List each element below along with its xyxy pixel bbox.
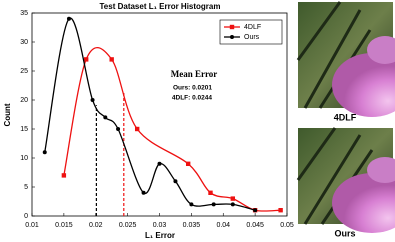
- marker: [173, 179, 178, 184]
- flower: [332, 53, 395, 117]
- chart-title: Test Dataset L₁ Error Histogram: [100, 2, 221, 11]
- series-line: [44, 17, 256, 211]
- marker: [278, 208, 283, 213]
- marker: [61, 173, 67, 178]
- marker: [66, 16, 71, 21]
- marker: [189, 202, 194, 207]
- x-tick-label: 0.01: [25, 222, 39, 229]
- x-tick-label: 0.05: [280, 222, 294, 229]
- y-tick-label: 15: [20, 126, 28, 133]
- marker: [185, 161, 191, 166]
- annotation-title: Mean Error: [171, 69, 218, 79]
- x-axis-label: L₁ Error: [145, 231, 175, 240]
- y-tick-label: 30: [20, 39, 28, 46]
- marker: [90, 98, 95, 102]
- marker: [253, 208, 258, 213]
- y-tick-label: 20: [20, 97, 28, 104]
- legend-label: 4DLF: [244, 24, 261, 31]
- x-tick-label: 0.045: [246, 222, 264, 229]
- legend-label: Ours: [244, 34, 260, 41]
- image-caption: 4DLF: [334, 112, 357, 122]
- flower: [367, 36, 395, 64]
- y-tick-label: 0: [24, 213, 28, 220]
- legend-marker: [229, 24, 235, 30]
- image-panel: Ours: [296, 127, 395, 238]
- y-tick-label: 25: [20, 68, 28, 75]
- x-tick-label: 0.04: [216, 222, 230, 229]
- marker: [116, 127, 121, 131]
- marker: [157, 161, 162, 166]
- image-caption: Ours: [334, 228, 355, 238]
- marker: [211, 202, 216, 207]
- marker: [230, 202, 235, 207]
- marker: [208, 190, 213, 195]
- x-tick-label: 0.015: [55, 222, 73, 229]
- x-tick-label: 0.025: [119, 222, 137, 229]
- y-tick-label: 10: [20, 155, 28, 162]
- marker: [103, 115, 108, 120]
- marker: [141, 190, 146, 195]
- y-tick-label: 35: [20, 10, 28, 17]
- marker: [230, 196, 236, 201]
- annotation: 4DLF: 0.0244: [172, 95, 212, 102]
- legend-marker: [230, 35, 234, 39]
- marker: [42, 150, 47, 155]
- plot: 0.01 0.015 0.02 0.025 0.03 0.035 0.04 0.045 0.05…: [20, 10, 294, 229]
- marker: [83, 57, 89, 62]
- x-tick-label: 0.03: [153, 222, 167, 229]
- flower: [367, 157, 395, 183]
- y-axis-label: Count: [3, 103, 12, 126]
- flower: [332, 173, 395, 233]
- annotation: Ours: 0.0201: [173, 85, 212, 92]
- x-tick-label: 0.02: [89, 222, 103, 229]
- image-panel: 4DLF: [296, 1, 395, 122]
- legend-box: [219, 19, 283, 45]
- marker: [109, 57, 114, 62]
- marker: [134, 126, 140, 132]
- y-tick-label: 5: [24, 184, 28, 191]
- x-tick-label: 0.035: [183, 222, 201, 229]
